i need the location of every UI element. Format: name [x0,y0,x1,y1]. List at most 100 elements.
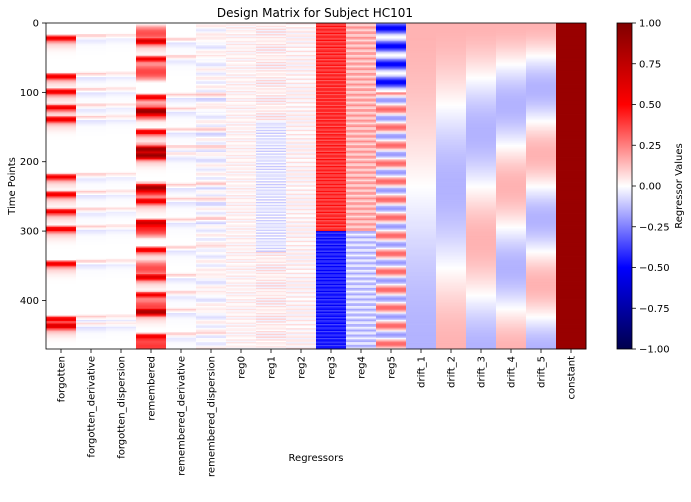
heatmap-cell [286,149,317,152]
heatmap-cell [556,219,587,222]
heatmap-cell [46,140,77,143]
heatmap-cell [346,117,377,120]
heatmap-cell [406,27,437,29]
heatmap-cell [286,103,317,106]
heatmap-cell [46,24,77,27]
heatmap-cell [286,279,317,282]
heatmap-cell [136,242,167,244]
heatmap-cell [376,152,407,154]
heatmap-cell [346,179,377,182]
heatmap-cell [496,46,527,49]
heatmap-cell [526,272,557,275]
heatmap-cell [316,207,347,210]
heatmap-cell [466,185,497,188]
heatmap-cell [376,66,407,68]
colorbar-label: Regressor Values [674,143,685,229]
heatmap-cell [406,272,437,275]
heatmap-cell [286,318,317,321]
heatmap-cell [496,43,527,46]
colorbar-tick-label: 0.75 [639,59,661,70]
heatmap-cell [136,139,167,142]
heatmap-cell [136,218,167,221]
heatmap-cell [286,97,317,100]
heatmap-cell [346,110,377,113]
heatmap-cell [316,118,347,121]
heatmap-cell [316,264,347,267]
heatmap-cell [46,294,77,297]
heatmap-cell [196,160,227,163]
heatmap-cell [46,43,77,46]
heatmap-cell [496,322,527,325]
heatmap-cell [166,294,197,297]
heatmap-cell [166,287,197,290]
heatmap-cell [496,99,527,102]
heatmap-cell [136,172,167,175]
heatmap-cell [436,81,467,84]
heatmap-cell [346,60,377,63]
heatmap-cell [346,249,377,251]
heatmap-cell [376,260,407,263]
heatmap-cell [226,339,257,342]
heatmap-cell [406,285,437,287]
heatmap-cell [136,240,167,243]
heatmap-cell [526,199,557,201]
heatmap-cell [346,142,377,145]
heatmap-cell [136,286,167,289]
heatmap-column-reg5 [376,23,407,350]
heatmap-cell [496,140,527,143]
heatmap-cell [376,238,407,240]
heatmap-cell [466,225,497,228]
heatmap-cell [226,97,257,100]
heatmap-cell [106,265,137,268]
heatmap-cell [406,84,437,86]
heatmap-cell [406,183,437,186]
heatmap-cell [166,34,197,36]
heatmap-cell [166,29,197,32]
heatmap-cell [196,285,227,287]
heatmap-cell [166,224,197,226]
heatmap-cell [76,346,107,349]
heatmap-cell [496,300,527,303]
heatmap-cell [526,149,557,152]
heatmap-cell [106,46,137,49]
heatmap-cell [106,292,137,294]
heatmap-cell [256,213,287,215]
heatmap-cell [556,333,587,336]
heatmap-cell [526,229,557,232]
heatmap-cell [316,82,347,85]
heatmap-cell [286,294,317,297]
heatmap-cell [436,47,467,50]
heatmap-cell [436,218,467,221]
heatmap-cell [196,39,227,42]
heatmap-cell [376,203,407,206]
heatmap-cell [556,143,587,146]
heatmap-cell [466,297,497,300]
heatmap-cell [436,215,467,218]
heatmap-cell [226,100,257,103]
heatmap-cell [436,54,467,57]
heatmap-cell [436,243,467,246]
heatmap-cell [316,251,347,254]
heatmap-cell [136,164,167,167]
heatmap-cell [166,24,197,27]
heatmap-cell [556,222,587,225]
heatmap-cell [376,41,407,43]
y-axis-label: Time Points [7,157,18,216]
heatmap-cell [526,103,557,106]
heatmap-cell [376,319,407,322]
heatmap-cell [166,66,197,68]
heatmap-cell [316,142,347,145]
heatmap-cell [466,115,497,118]
heatmap-cell [376,50,407,53]
heatmap-cell [316,47,347,50]
heatmap-cell [106,114,137,117]
heatmap-cell [256,56,287,59]
heatmap-cell [136,300,167,303]
heatmap-cell [76,188,107,190]
heatmap-cell [556,66,587,68]
heatmap-cell [526,246,557,249]
heatmap-cell [226,269,257,272]
x-tick-label: reg0 [237,356,248,379]
heatmap-cell [376,124,407,127]
heatmap-cell [256,344,287,347]
